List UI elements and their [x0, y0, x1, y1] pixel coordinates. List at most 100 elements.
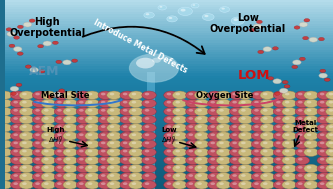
Circle shape [295, 132, 310, 140]
Circle shape [197, 125, 202, 128]
Circle shape [276, 133, 281, 136]
Circle shape [54, 124, 69, 132]
Circle shape [57, 133, 62, 136]
Circle shape [0, 150, 5, 152]
Circle shape [318, 37, 324, 41]
Circle shape [110, 142, 114, 144]
Circle shape [254, 101, 259, 104]
Circle shape [282, 81, 288, 84]
Circle shape [66, 142, 71, 144]
Circle shape [293, 60, 301, 65]
Circle shape [273, 99, 288, 108]
Circle shape [85, 91, 99, 99]
Circle shape [260, 173, 274, 181]
Circle shape [129, 164, 143, 173]
Circle shape [0, 158, 5, 161]
Circle shape [210, 150, 215, 152]
Circle shape [166, 166, 171, 169]
Circle shape [30, 67, 38, 72]
Circle shape [123, 142, 128, 144]
Circle shape [120, 115, 135, 124]
Circle shape [120, 132, 135, 140]
Bar [5, 69, 333, 71]
Circle shape [41, 148, 56, 156]
Circle shape [317, 140, 331, 148]
Circle shape [101, 101, 106, 104]
Text: High
$\Delta H_f^0$: High $\Delta H_f^0$ [46, 127, 65, 149]
Circle shape [194, 181, 209, 189]
Circle shape [6, 28, 12, 31]
Circle shape [52, 41, 58, 44]
Circle shape [329, 142, 333, 144]
Circle shape [19, 99, 34, 108]
Circle shape [98, 91, 113, 99]
Bar [5, 52, 333, 54]
Circle shape [185, 91, 200, 99]
Circle shape [66, 166, 71, 169]
Bar [5, 116, 333, 118]
Circle shape [63, 132, 78, 140]
Circle shape [0, 132, 12, 140]
Circle shape [254, 117, 259, 120]
Circle shape [276, 125, 281, 128]
Circle shape [142, 181, 156, 189]
Circle shape [57, 101, 62, 104]
Bar [5, 66, 333, 69]
Circle shape [44, 174, 49, 177]
Circle shape [260, 107, 274, 116]
Circle shape [284, 85, 290, 88]
Circle shape [41, 115, 56, 124]
Circle shape [66, 158, 71, 161]
Circle shape [197, 174, 202, 177]
Circle shape [221, 8, 225, 10]
Circle shape [110, 109, 114, 112]
Circle shape [329, 158, 333, 161]
Circle shape [85, 156, 99, 165]
Circle shape [320, 109, 325, 112]
Bar [5, 71, 333, 73]
Circle shape [38, 45, 44, 48]
Circle shape [251, 115, 266, 124]
Circle shape [54, 91, 69, 99]
Circle shape [276, 109, 281, 112]
Bar [5, 92, 333, 94]
Circle shape [282, 115, 296, 124]
Circle shape [273, 124, 288, 132]
Bar [5, 106, 333, 109]
Circle shape [197, 182, 202, 185]
Circle shape [207, 140, 222, 148]
Circle shape [88, 133, 93, 136]
Circle shape [304, 115, 318, 124]
Circle shape [175, 109, 180, 112]
Circle shape [253, 24, 262, 29]
Circle shape [10, 148, 25, 156]
Bar [5, 170, 333, 172]
Circle shape [251, 164, 266, 173]
Circle shape [238, 99, 253, 108]
Circle shape [120, 91, 135, 99]
Circle shape [41, 156, 56, 165]
Circle shape [41, 132, 56, 140]
Circle shape [260, 115, 274, 124]
Circle shape [185, 124, 200, 132]
Circle shape [107, 132, 121, 140]
Bar [5, 76, 333, 78]
Circle shape [185, 99, 200, 108]
Circle shape [0, 125, 5, 128]
Circle shape [0, 166, 5, 169]
Text: Low
$\Delta H_f^0$: Low $\Delta H_f^0$ [161, 127, 176, 149]
Circle shape [145, 93, 149, 95]
Bar [5, 113, 333, 116]
Bar [5, 111, 333, 113]
Circle shape [10, 124, 25, 132]
Bar [5, 0, 333, 2]
Circle shape [19, 148, 34, 156]
Circle shape [98, 99, 113, 108]
Circle shape [145, 150, 149, 152]
Circle shape [88, 93, 93, 95]
Circle shape [110, 93, 114, 95]
Circle shape [197, 142, 202, 144]
Circle shape [129, 91, 143, 99]
Circle shape [0, 99, 12, 108]
Circle shape [307, 182, 311, 185]
